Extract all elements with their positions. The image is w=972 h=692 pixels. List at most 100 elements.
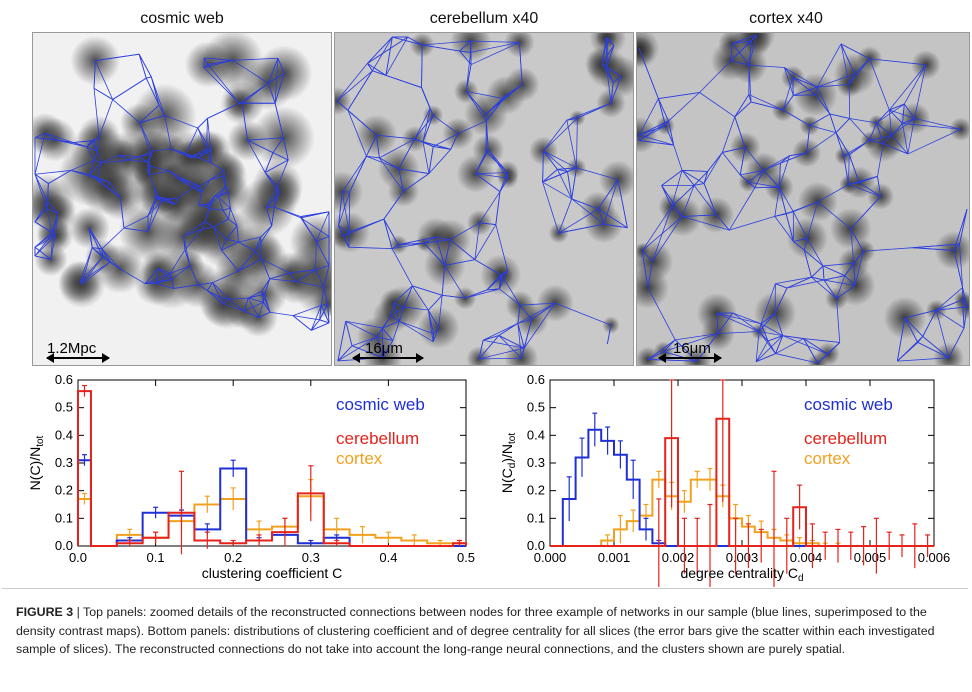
- network-edge: [101, 227, 125, 250]
- network-edge: [192, 187, 202, 193]
- network-edge: [209, 195, 216, 209]
- network-edge: [817, 84, 850, 88]
- network-edge: [174, 197, 179, 205]
- network-edge: [383, 191, 404, 220]
- network-edge: [816, 43, 842, 88]
- network-edge: [338, 225, 350, 248]
- network-edge: [178, 176, 194, 184]
- network-edge: [138, 53, 152, 78]
- network-edge: [806, 238, 824, 267]
- network-edge: [183, 221, 206, 237]
- network-edge: [904, 317, 924, 337]
- network-edge: [320, 287, 325, 306]
- network-edge: [815, 94, 831, 115]
- network-edge: [786, 279, 825, 289]
- network-edge: [198, 282, 213, 286]
- network-edge: [433, 133, 459, 147]
- network-edge: [146, 76, 152, 79]
- network-edge: [351, 345, 383, 359]
- network-edge: [97, 151, 102, 163]
- network-edge: [222, 176, 226, 188]
- network-edge: [775, 335, 784, 354]
- network-edge: [398, 168, 430, 174]
- network-edge: [147, 197, 157, 232]
- network-edge: [261, 259, 271, 279]
- network-edge: [601, 45, 615, 64]
- network-edge: [815, 86, 818, 95]
- network-edge: [345, 320, 383, 329]
- network-edge: [902, 104, 905, 124]
- network-edge: [238, 241, 256, 252]
- network-edge: [139, 150, 153, 158]
- network-edge: [300, 211, 330, 219]
- network-edge: [869, 58, 890, 111]
- network-edge: [840, 43, 856, 75]
- network-edge: [393, 302, 400, 322]
- network-edge: [470, 41, 520, 53]
- network-edge: [94, 60, 114, 100]
- network-edge: [606, 66, 622, 77]
- network-edge: [466, 90, 504, 99]
- x-tick-label: 0.2: [224, 550, 242, 565]
- network-edge: [183, 236, 191, 267]
- network-edge: [763, 155, 790, 171]
- network-edge: [775, 338, 804, 354]
- network-edge: [638, 98, 659, 136]
- network-edge: [542, 167, 577, 183]
- network-edge: [144, 268, 159, 284]
- network-edge: [444, 265, 466, 299]
- network-edge: [214, 195, 219, 198]
- network-edge: [849, 118, 870, 141]
- network-edge: [391, 248, 413, 287]
- network-edge: [34, 235, 56, 248]
- network-edge: [459, 50, 472, 65]
- network-edge: [479, 191, 501, 224]
- network-edge: [557, 168, 568, 172]
- network-edge: [558, 223, 604, 234]
- network-edge: [109, 261, 121, 270]
- network-edge: [441, 265, 446, 296]
- network-edge: [780, 155, 790, 164]
- network-edge: [177, 187, 194, 199]
- density-blob: [34, 242, 68, 277]
- network-edge: [543, 150, 568, 172]
- network-edge: [785, 213, 794, 242]
- network-edge: [606, 325, 612, 344]
- network-edge: [601, 63, 614, 83]
- network-edge: [778, 155, 790, 188]
- network-edge: [963, 306, 968, 329]
- network-edge: [321, 303, 328, 306]
- network-edge: [482, 322, 519, 341]
- network-edge: [367, 63, 373, 71]
- network-edge: [474, 222, 480, 260]
- network-edge: [661, 169, 683, 186]
- network-edge: [261, 291, 264, 303]
- network-edge: [127, 159, 148, 163]
- network-edge: [748, 40, 752, 66]
- network-edge: [962, 299, 965, 329]
- network-edge: [225, 187, 229, 193]
- network-edge: [258, 311, 271, 318]
- network-edge: [464, 288, 500, 299]
- network-edge: [193, 182, 200, 187]
- network-edge: [296, 281, 325, 288]
- network-edge: [139, 115, 165, 124]
- network-edge: [248, 297, 264, 303]
- network-edge: [265, 185, 278, 208]
- network-edge: [207, 118, 212, 151]
- network-edge: [450, 222, 480, 240]
- network-edge: [212, 282, 221, 298]
- network-edge: [282, 137, 289, 161]
- network-edge: [558, 208, 599, 234]
- network-edge: [817, 184, 849, 203]
- network-edge: [774, 312, 784, 336]
- y-tick-label: 0.6: [527, 372, 545, 387]
- network-edge: [641, 250, 649, 288]
- network-edge: [52, 213, 59, 234]
- network-edge: [817, 73, 855, 88]
- figure-caption: FIGURE 3 | Top panels: zoomed details of…: [2, 588, 968, 689]
- y-tick-label: 0.3: [55, 455, 73, 470]
- network-edge: [264, 159, 289, 173]
- network-edge: [543, 150, 558, 170]
- network-edge: [557, 167, 577, 170]
